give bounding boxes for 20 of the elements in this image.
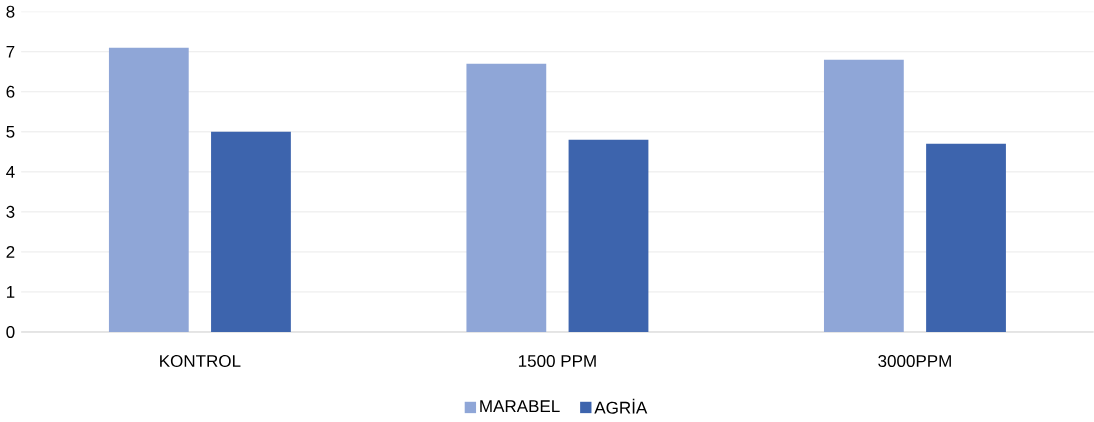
x-tick-label: 3000PPM — [878, 355, 951, 368]
bar — [108, 47, 189, 333]
y-tick-label: 4 — [6, 166, 15, 178]
legend-label: MARABEL — [480, 400, 560, 413]
bar — [211, 131, 291, 333]
y-tick-label: 7 — [6, 45, 15, 58]
y-tick-label: 0 — [6, 326, 15, 339]
y-tick-label: 3 — [6, 205, 15, 218]
bar — [466, 63, 547, 333]
legend-label: AGRİA — [594, 398, 648, 414]
x-tick-label: KONTROL — [160, 355, 241, 368]
bar — [823, 59, 904, 333]
bar — [926, 143, 1006, 333]
y-tick-label: 8 — [6, 5, 15, 18]
x-tick-label: 1500 PPM — [518, 355, 596, 368]
bar — [568, 139, 649, 333]
y-tick-label: 6 — [6, 85, 15, 98]
y-tick-label: 1 — [6, 286, 15, 298]
y-tick-label: 5 — [6, 125, 15, 138]
y-tick-label: 2 — [6, 246, 15, 258]
